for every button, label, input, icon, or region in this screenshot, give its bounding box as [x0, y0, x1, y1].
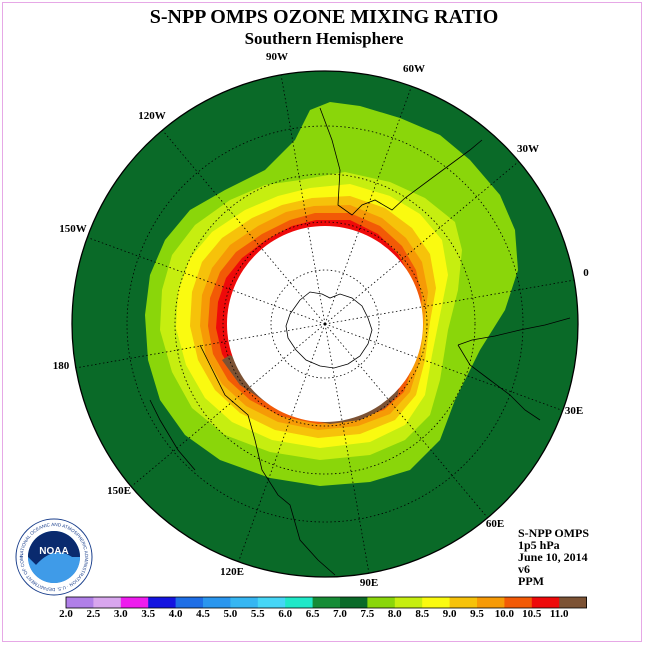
colorbar-tick-label: 11.0	[550, 608, 569, 620]
info-instrument: S-NPP OMPS	[518, 526, 589, 540]
colorbar-tick-label: 4.0	[169, 608, 183, 620]
colorbar-swatch	[367, 597, 396, 608]
coastlines	[149, 107, 571, 576]
colorbar-tick-label: 6.5	[306, 608, 320, 620]
colorbar-tick-label: 9.5	[470, 608, 484, 620]
longitude-label: 90W	[266, 51, 288, 63]
colorbar-swatch	[477, 597, 505, 608]
colorbar-swatch	[504, 597, 533, 608]
colorbar-swatch	[559, 597, 587, 608]
colorbar-tick-label: 8.0	[388, 608, 402, 620]
colorbar-swatch	[203, 597, 231, 608]
longitude-label: 180	[53, 360, 70, 372]
colorbar-swatch	[175, 597, 204, 608]
colorbar-tick-label: 10.5	[522, 608, 542, 620]
page-frame	[2, 2, 642, 642]
latitude-circle	[174, 173, 476, 475]
colorbar-swatch	[340, 597, 368, 608]
info-version: v6	[518, 562, 530, 576]
antarctica-outline	[285, 291, 373, 369]
colorbar-swatch	[257, 597, 286, 608]
longitude-label: 150W	[59, 223, 87, 235]
longitude-label: 30E	[565, 405, 583, 417]
colorbar-outline	[65, 596, 587, 609]
map-title: S-NPP OMPS OZONE MIXING RATIO	[149, 6, 499, 28]
colorbar: 2.0 2.5 3.0 3.5 4.0 4.5 5.0 5.5 6.0 6.5 7.0 7.5 8.0 8…	[59, 596, 587, 620]
colorbar-swatch	[230, 597, 259, 608]
colorbar-swatch	[93, 597, 122, 608]
colorbar-swatch	[285, 597, 313, 608]
map-boundary	[71, 70, 579, 578]
graticule	[75, 74, 575, 574]
colorbar-tick-label: 8.5	[415, 608, 429, 620]
info-date: June 10, 2014	[518, 550, 588, 564]
colorbar-tick-label: 7.0	[333, 608, 347, 620]
longitude-label: 120W	[138, 110, 166, 122]
colorbar-tick-label: 10.0	[495, 608, 515, 620]
colorbar-tick-label: 7.5	[361, 608, 375, 620]
colorbar-tick-label: 9.0	[443, 608, 457, 620]
colorbar-swatch	[422, 597, 450, 608]
colorbar-swatch	[312, 597, 341, 608]
info-level: 1p5 hPa	[518, 538, 560, 552]
colorbar-tick-label: 2.0	[59, 608, 73, 620]
colorbar-tick-label: 3.0	[114, 608, 128, 620]
latitude-circle	[270, 269, 380, 379]
map-subtitle: Southern Hemisphere	[244, 29, 404, 48]
longitude-labels: 90W 60W 30W 0 30E 60E 90E 120E 150E 180 150W 120W	[53, 51, 590, 589]
latitude-circle	[126, 125, 524, 523]
longitude-label: 0	[583, 267, 589, 279]
longitude-label: 30W	[517, 143, 539, 155]
colorbar-swatch	[148, 597, 176, 608]
colorbar-swatch	[531, 597, 560, 608]
longitude-label: 60E	[486, 518, 504, 530]
colorbar-tick-label: 5.0	[224, 608, 238, 620]
colorbar-tick-label: 5.5	[251, 608, 265, 620]
info-units: PPM	[518, 574, 544, 588]
colorbar-tick-label: 6.0	[278, 608, 292, 620]
longitude-label: 120E	[220, 566, 244, 578]
noaa-logo-text: NOAA	[39, 546, 68, 557]
colorbar-tick-label: 4.5	[196, 608, 210, 620]
south-pole-marker	[323, 322, 327, 326]
noaa-logo: NATIONAL OCEANIC AND ATMOSPHERIC ADMINIS…	[14, 517, 93, 596]
latitude-circle	[222, 221, 428, 427]
longitude-label: 90E	[360, 577, 378, 589]
longitude-label: 60W	[403, 63, 425, 75]
colorbar-swatch	[449, 597, 478, 608]
colorbar-tick-label: 3.5	[141, 608, 155, 620]
longitude-label: 150E	[107, 485, 131, 497]
colorbar-swatch	[120, 597, 149, 608]
colorbar-swatch	[394, 597, 423, 608]
colorbar-tick-label: 2.5	[87, 608, 101, 620]
colorbar-swatch	[66, 597, 94, 608]
